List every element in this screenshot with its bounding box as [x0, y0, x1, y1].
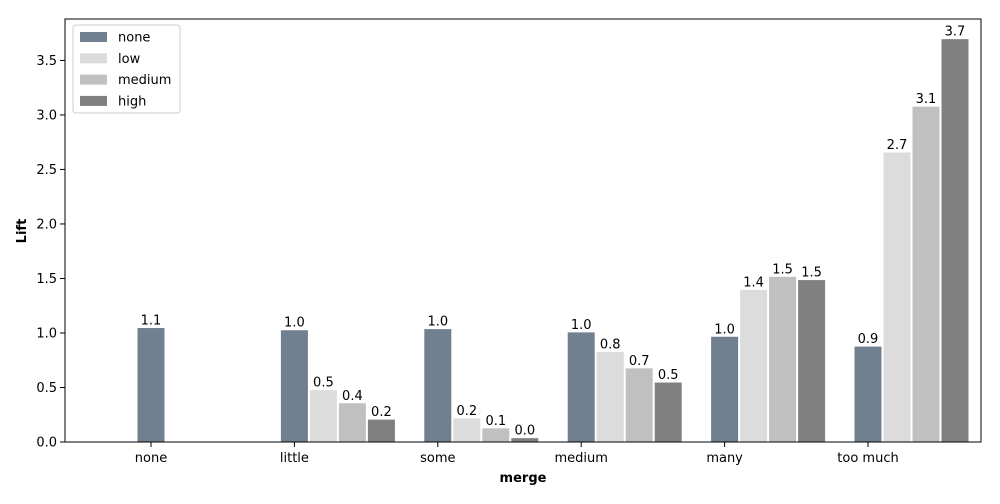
y-tick-label: 3.0: [36, 108, 57, 123]
bar-none-little: [279, 329, 309, 443]
x-axis-title: merge: [500, 471, 547, 486]
bar-value-label: 0.2: [371, 405, 392, 420]
bar-value-label: 0.7: [629, 354, 650, 369]
y-tick-label: 0.0: [36, 436, 57, 451]
bar-high-many: [797, 279, 827, 443]
y-axis: 0.0 0.5 1.0 1.5 2.0 2.5 3.0 3.5: [36, 54, 65, 451]
x-tick-label: none: [135, 451, 167, 466]
bar-medium-medium: [624, 367, 654, 443]
legend-label-high: high: [118, 94, 146, 109]
y-tick-label: 3.5: [36, 54, 57, 69]
legend-swatch-none: [80, 32, 107, 42]
legend: none low medium high: [72, 24, 181, 114]
bar-value-label: 1.5: [772, 262, 793, 277]
bar-value-label: 1.0: [571, 318, 592, 333]
bar-medium-little: [337, 402, 367, 443]
y-tick-label: 1.5: [36, 272, 57, 287]
bar-low-medium: [595, 351, 625, 443]
legend-swatch-medium: [80, 74, 107, 85]
bar-value-label: 0.5: [658, 368, 679, 383]
bar-value-label: 0.2: [456, 404, 477, 419]
legend-box: [72, 24, 181, 114]
bar-value-label: 3.1: [916, 92, 937, 107]
bar-labels-layer: 1.1 1.0 1.0 1.0 1.0 0.9 0.5 0.2 0.8 1.4 2.7 0.4 0.1 0…: [141, 25, 966, 439]
bar-none-many: [710, 335, 740, 443]
x-tick-label: many: [706, 451, 743, 466]
bar-none-none: [136, 327, 166, 443]
bar-value-label: 1.1: [141, 314, 162, 329]
bar-none-too-much: [853, 345, 883, 443]
bar-medium-too-much: [911, 105, 941, 443]
x-tick-label: medium: [554, 451, 607, 466]
bar-low-some: [452, 417, 482, 443]
plot-frame: [64, 18, 982, 443]
legend-label-none: none: [118, 31, 150, 46]
bar-value-label: 0.9: [858, 332, 879, 347]
bar-medium-many: [768, 275, 798, 443]
legend-label-low: low: [118, 52, 141, 67]
bar-value-label: 2.7: [887, 138, 908, 153]
bar-value-label: 1.0: [284, 316, 305, 331]
bar-value-label: 1.0: [714, 322, 735, 337]
bar-value-label: 0.5: [313, 376, 334, 391]
bar-none-medium: [566, 331, 596, 443]
y-tick-label: 0.5: [36, 381, 57, 396]
legend-swatch-low: [80, 53, 107, 64]
y-tick-label: 1.0: [36, 326, 57, 341]
bar-value-label: 0.4: [342, 389, 363, 404]
bar-low-many: [739, 288, 769, 443]
bar-value-label: 1.4: [743, 275, 764, 290]
bar-low-too-much: [882, 151, 912, 443]
x-axis: none little some medium many too much: [135, 442, 899, 466]
bar-value-label: 1.0: [427, 315, 448, 330]
y-tick-label: 2.5: [36, 163, 57, 178]
y-axis-title: Lift: [15, 219, 30, 244]
bar-medium-some: [481, 427, 511, 443]
bar-low-little: [308, 389, 338, 443]
bar-high-medium: [653, 381, 683, 443]
bar-value-label: 3.7: [945, 25, 966, 40]
x-tick-label: little: [280, 451, 309, 466]
bar-value-label: 0.0: [514, 424, 535, 439]
x-tick-label: too much: [837, 451, 898, 466]
bar-value-label: 0.8: [600, 338, 621, 353]
bar-value-label: 1.5: [801, 266, 822, 281]
y-tick-label: 2.0: [36, 217, 57, 232]
bar-high-too-much: [940, 38, 970, 443]
x-tick-label: some: [420, 451, 455, 466]
bar-none-some: [423, 328, 453, 443]
bar-value-label: 0.1: [485, 414, 506, 429]
bar-high-little: [366, 418, 396, 443]
bars-layer: [136, 38, 970, 443]
legend-label-medium: medium: [118, 73, 171, 88]
legend-swatch-high: [80, 95, 107, 106]
